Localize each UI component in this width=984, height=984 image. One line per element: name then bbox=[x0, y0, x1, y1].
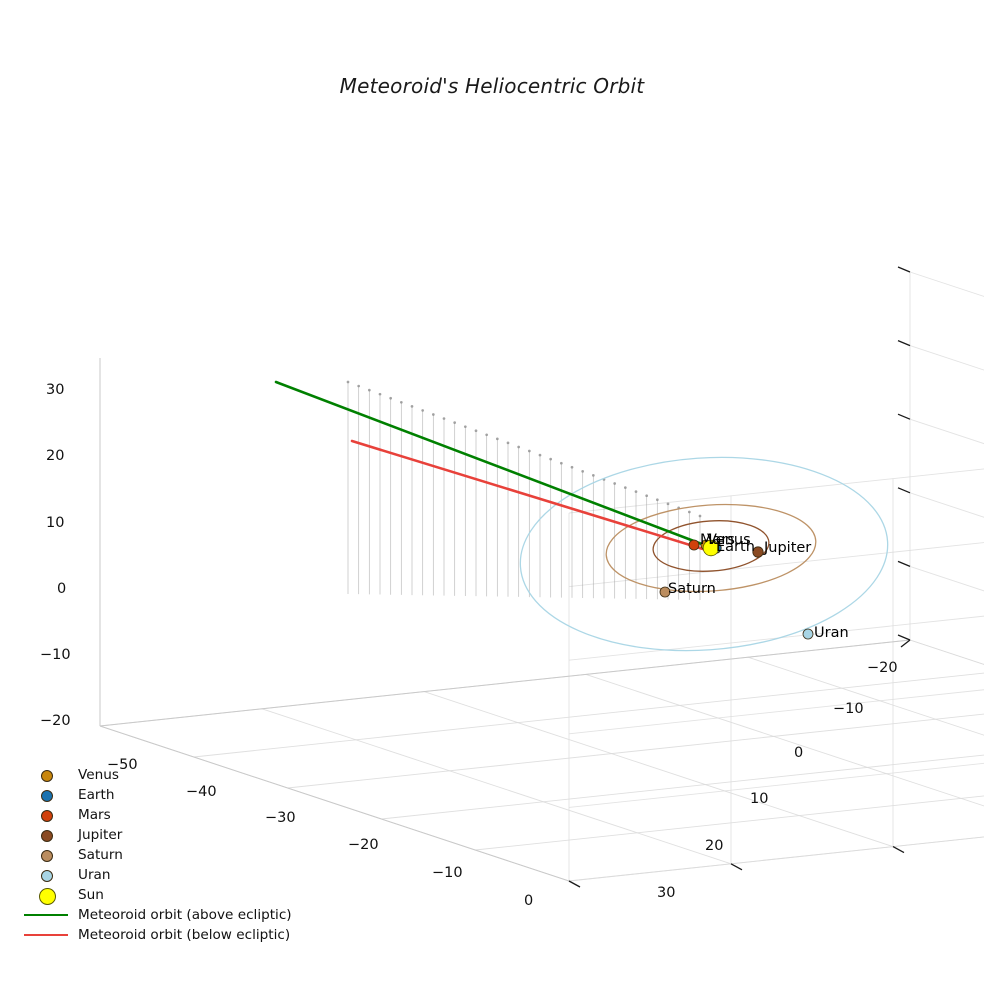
axis-x-tick-label-2: −30 bbox=[265, 810, 296, 826]
axis-y-tick-label-3: 10 bbox=[750, 791, 769, 807]
axes-panes-grid bbox=[99, 271, 984, 882]
axis-z-tick-label-3: 0 bbox=[57, 581, 67, 597]
planet-label-jupiter: Jupiter bbox=[764, 540, 812, 556]
axis-x-tick-label-1: −40 bbox=[186, 784, 217, 800]
axis-x-tick-label-5: 0 bbox=[524, 893, 534, 909]
meteoroid-orbit-lines bbox=[274, 380, 709, 551]
legend-line-swatch-7 bbox=[24, 913, 68, 917]
planet-label-saturn: Saturn bbox=[668, 581, 716, 597]
planet-label-mars: Mars bbox=[700, 532, 735, 548]
axis-z-tick-label-1: 20 bbox=[46, 448, 65, 464]
axis-z-tick-label-2: 10 bbox=[46, 515, 65, 531]
axis-x-tick-label-0: −50 bbox=[107, 757, 138, 773]
axis-y-tick-label-5: 30 bbox=[657, 885, 676, 901]
axis-y-tick-label-4: 20 bbox=[705, 838, 724, 854]
legend-label-1: Earth bbox=[78, 787, 115, 803]
axis-x-tick-label-3: −20 bbox=[348, 837, 379, 853]
legend-marker-earth bbox=[40, 789, 54, 803]
planet-label-venus: Venus bbox=[707, 532, 751, 548]
orbit-drop-stems bbox=[346, 380, 702, 600]
axis-y-tick-label-0: −20 bbox=[867, 660, 898, 676]
legend-label-5: Uran bbox=[78, 867, 111, 883]
legend-marker-sun bbox=[38, 887, 56, 905]
axis-z-tick-label-5: −20 bbox=[40, 713, 71, 729]
legend-label-6: Sun bbox=[78, 887, 104, 903]
legend-label-3: Jupiter bbox=[78, 827, 123, 843]
axis-z-tick-label-0: 30 bbox=[46, 382, 65, 398]
legend-label-2: Mars bbox=[78, 807, 111, 823]
legend-marker-saturn bbox=[41, 850, 53, 862]
axes-tick-marks bbox=[568, 266, 911, 888]
axis-x-tick-label-4: −10 bbox=[432, 865, 463, 881]
page-title: Meteoroid's Heliocentric Orbit bbox=[339, 74, 645, 98]
legend-label-0: Venus bbox=[78, 767, 119, 783]
legend-marker-venus bbox=[41, 770, 53, 782]
legend-marker-mars bbox=[41, 810, 53, 822]
planet-label-earth: Earth bbox=[716, 539, 755, 555]
legend-label-8: Meteoroid orbit (below ecliptic) bbox=[78, 927, 291, 943]
axis-z-tick-label-4: −10 bbox=[40, 647, 71, 663]
legend-line-swatch-8 bbox=[24, 933, 68, 937]
planet-markers bbox=[659, 539, 814, 640]
planet-label-uran: Uran bbox=[814, 625, 849, 641]
axis-y-tick-label-2: 0 bbox=[794, 745, 804, 761]
planet-orbit-ellipses bbox=[519, 456, 889, 652]
legend-marker-jupiter bbox=[40, 829, 54, 843]
legend-marker-uran bbox=[41, 870, 53, 882]
legend-label-7: Meteoroid orbit (above ecliptic) bbox=[78, 907, 292, 923]
legend-label-4: Saturn bbox=[78, 847, 123, 863]
axis-y-tick-label-1: −10 bbox=[833, 701, 864, 717]
